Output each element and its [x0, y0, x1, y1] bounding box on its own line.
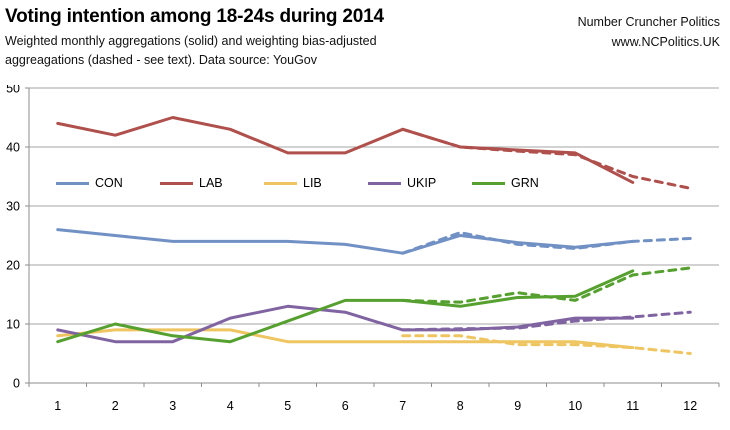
legend-line-swatch: [368, 181, 401, 185]
x-axis-label: 2: [112, 399, 119, 413]
chart-legend: CON LAB LIB UKIP GRN: [56, 176, 576, 190]
x-axis-label: 1: [54, 399, 61, 413]
x-axis-label: 11: [626, 399, 639, 413]
x-axis-label: 7: [399, 399, 406, 413]
y-axis-label: 40: [6, 141, 20, 155]
chart-title: Voting intention among 18-24s during 201…: [5, 6, 384, 27]
legend-label: GRN: [511, 176, 539, 190]
chart-subtitle-line1: Weighted monthly aggregations (solid) an…: [5, 34, 377, 48]
legend-label: LIB: [303, 176, 322, 190]
legend-label: CON: [95, 176, 123, 190]
x-axis-label: 8: [457, 399, 464, 413]
y-axis-label: 50: [6, 85, 20, 96]
legend-item-grn: GRN: [472, 176, 576, 190]
legend-line-swatch: [160, 181, 193, 185]
x-axis-label: 10: [568, 399, 582, 413]
series-line-lib-dashed: [401, 334, 692, 355]
series-line-ukip-dashed: [401, 310, 692, 332]
legend-line-swatch: [472, 181, 505, 185]
chart-area: 0 10 20 30 40 50 1 2 3 4 5 6 7 8 9 10 11 12: [0, 85, 730, 430]
legend-item-lib: LIB: [264, 176, 368, 190]
series-line-lib-solid: [56, 328, 635, 350]
y-axis-label: 30: [6, 200, 20, 214]
brand-url: www.NCPolitics.UK: [611, 35, 720, 49]
brand-block: Number Cruncher Politics www.NCPolitics.…: [578, 12, 720, 52]
series-line-ukip-solid: [56, 304, 635, 344]
x-axis-label: 4: [227, 399, 234, 413]
chart-subtitle: Weighted monthly aggregations (solid) an…: [5, 32, 377, 70]
y-axis-label: 20: [6, 259, 20, 273]
x-axis-label: 5: [284, 399, 291, 413]
series-line-grn-dashed: [401, 266, 692, 304]
legend-line-swatch: [264, 181, 297, 185]
legend-item-lab: LAB: [160, 176, 264, 190]
x-axis-label: 3: [169, 399, 176, 413]
y-axis-label: 0: [13, 377, 20, 391]
legend-label: UKIP: [407, 176, 437, 190]
legend-label: LAB: [199, 176, 223, 190]
brand-name: Number Cruncher Politics: [577, 15, 720, 29]
chart-subtitle-line2: aggreagations (dashed - see text). Data …: [5, 53, 317, 67]
series-line-lab-solid: [56, 116, 635, 184]
series-line-con-dashed: [401, 231, 692, 255]
legend-item-con: CON: [56, 176, 160, 190]
x-axis-label: 9: [514, 399, 521, 413]
series-line-lab-dashed: [401, 127, 692, 190]
y-axis-label: 10: [6, 318, 20, 332]
x-axis-label: 6: [342, 399, 349, 413]
legend-item-ukip: UKIP: [368, 176, 472, 190]
series-line-grn-solid: [56, 269, 635, 344]
x-axis-label: 12: [683, 399, 697, 413]
series-line-con-solid: [56, 228, 635, 255]
legend-line-swatch: [56, 181, 89, 185]
